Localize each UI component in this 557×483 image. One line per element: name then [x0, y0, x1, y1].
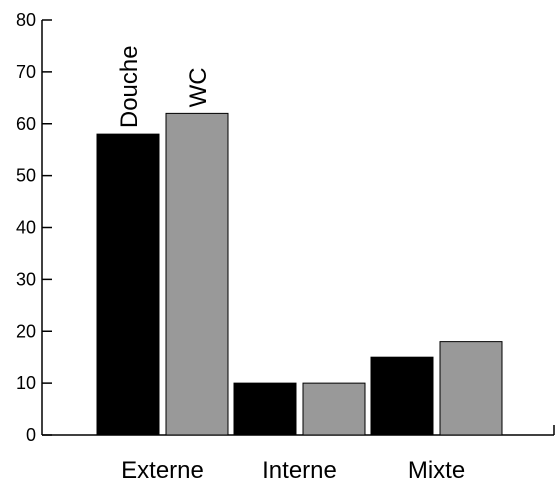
category-label-interne: Interne: [262, 457, 337, 483]
y-tick-label: 70: [16, 62, 36, 82]
bar-wc-interne: [302, 382, 366, 436]
series-labels: Douche WC: [116, 45, 212, 128]
bar-wc-externe: [165, 112, 229, 436]
category-labels: Externe Interne Mixte: [121, 457, 465, 483]
series-label-wc: WC: [185, 67, 212, 107]
y-tick-label: 20: [16, 321, 36, 341]
category-label-externe: Externe: [121, 457, 204, 483]
y-tick-label: 10: [16, 373, 36, 393]
bar-douche-externe: [96, 133, 160, 436]
y-tick-label: 80: [16, 10, 36, 30]
y-tick-label: 50: [16, 166, 36, 186]
y-tick-label: 40: [16, 218, 36, 238]
bar-douche-interne: [233, 382, 297, 436]
y-tick-label: 30: [16, 269, 36, 289]
bars: [96, 112, 503, 436]
bar-douche-mixte: [370, 356, 434, 436]
y-axis: 0 10 20 30 40 50 60 70 80: [16, 10, 52, 445]
bar-wc-mixte: [439, 341, 503, 436]
y-tick-label: 0: [26, 425, 36, 445]
series-label-douche: Douche: [116, 45, 143, 128]
y-tick-label: 60: [16, 114, 36, 134]
category-label-mixte: Mixte: [408, 457, 465, 483]
